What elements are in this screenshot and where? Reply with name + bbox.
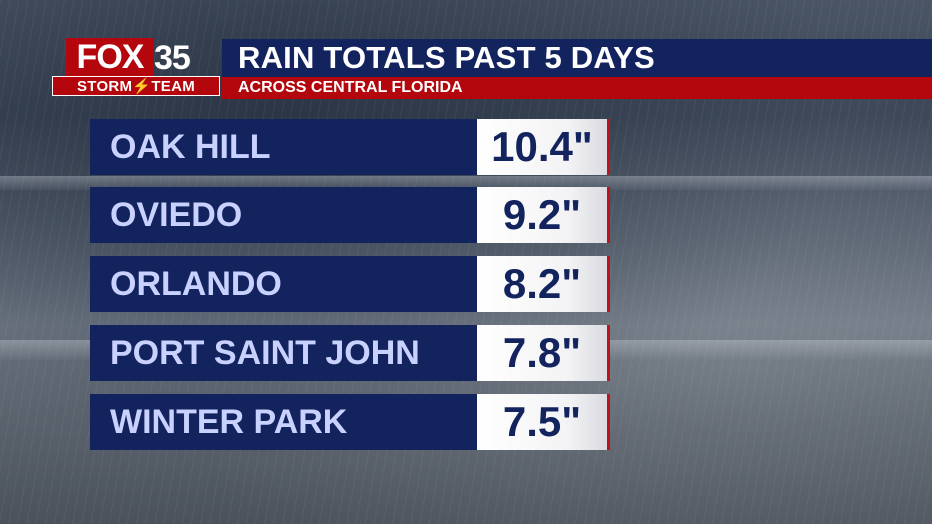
location-label: ORLANDO (90, 256, 477, 312)
logo-channel-number: 35 (154, 39, 191, 77)
rain-total-row: ORLANDO 8.2" (90, 256, 610, 312)
fox35-storm-team-logo: FOX 35 STORM⚡TEAM (52, 38, 222, 98)
logo-fox-text: FOX (66, 38, 154, 76)
header-bar (222, 39, 932, 77)
rain-total-value: 10.4" (477, 119, 607, 175)
row-accent (607, 256, 610, 312)
logo-storm-team-text: STORM⚡TEAM (52, 76, 220, 96)
location-label: OVIEDO (90, 187, 477, 243)
rain-total-row: PORT SAINT JOHN 7.8" (90, 325, 610, 381)
row-accent (607, 325, 610, 381)
rain-total-row: OVIEDO 9.2" (90, 187, 610, 243)
rain-total-row: WINTER PARK 7.5" (90, 394, 610, 450)
graphic-subtitle: ACROSS CENTRAL FLORIDA (238, 79, 463, 96)
subtitle-bar (222, 77, 932, 99)
rain-total-row: OAK HILL 10.4" (90, 119, 610, 175)
background-band (0, 176, 932, 190)
rain-total-value: 7.5" (477, 394, 607, 450)
row-accent (607, 187, 610, 243)
graphic-title: RAIN TOTALS PAST 5 DAYS (238, 40, 655, 75)
location-label: WINTER PARK (90, 394, 477, 450)
location-label: OAK HILL (90, 119, 477, 175)
rain-total-value: 7.8" (477, 325, 607, 381)
rain-total-value: 8.2" (477, 256, 607, 312)
row-accent (607, 119, 610, 175)
rain-total-value: 9.2" (477, 187, 607, 243)
row-accent (607, 394, 610, 450)
location-label: PORT SAINT JOHN (90, 325, 477, 381)
